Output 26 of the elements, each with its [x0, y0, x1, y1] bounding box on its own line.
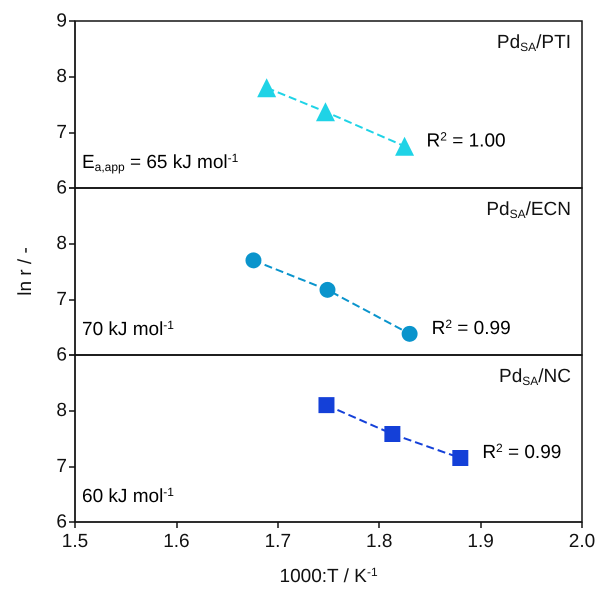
point: [316, 102, 335, 122]
y-tick-label: 9: [56, 10, 67, 32]
point: [245, 252, 262, 268]
y-tick-label: 7: [56, 122, 67, 143]
y-tick-label: 8: [56, 233, 67, 254]
point: [402, 326, 418, 342]
x-tick-label: 1.6: [163, 531, 190, 552]
y-tick-label: 7: [56, 456, 67, 477]
point: [395, 136, 414, 156]
x-tick-label: 1.7: [264, 531, 292, 552]
y-axis-title: ln r / -: [15, 247, 36, 296]
point: [257, 78, 276, 98]
point: [320, 282, 336, 298]
x-tick-label: 1.9: [467, 531, 494, 552]
x-tick-label: 1.5: [62, 531, 88, 552]
y-tick-label: 8: [56, 66, 67, 88]
point: [318, 397, 334, 414]
x-tick-label: 2.0: [568, 531, 596, 552]
point: [384, 426, 400, 442]
y-tick-label: 6: [56, 344, 67, 366]
x-tick-label: 1.8: [366, 531, 392, 552]
point: [452, 450, 468, 466]
y-tick-label: 7: [56, 288, 67, 310]
y-tick-label: 6: [56, 512, 67, 532]
y-tick-label: 6: [56, 178, 67, 198]
y-tick-label: 8: [56, 400, 67, 422]
